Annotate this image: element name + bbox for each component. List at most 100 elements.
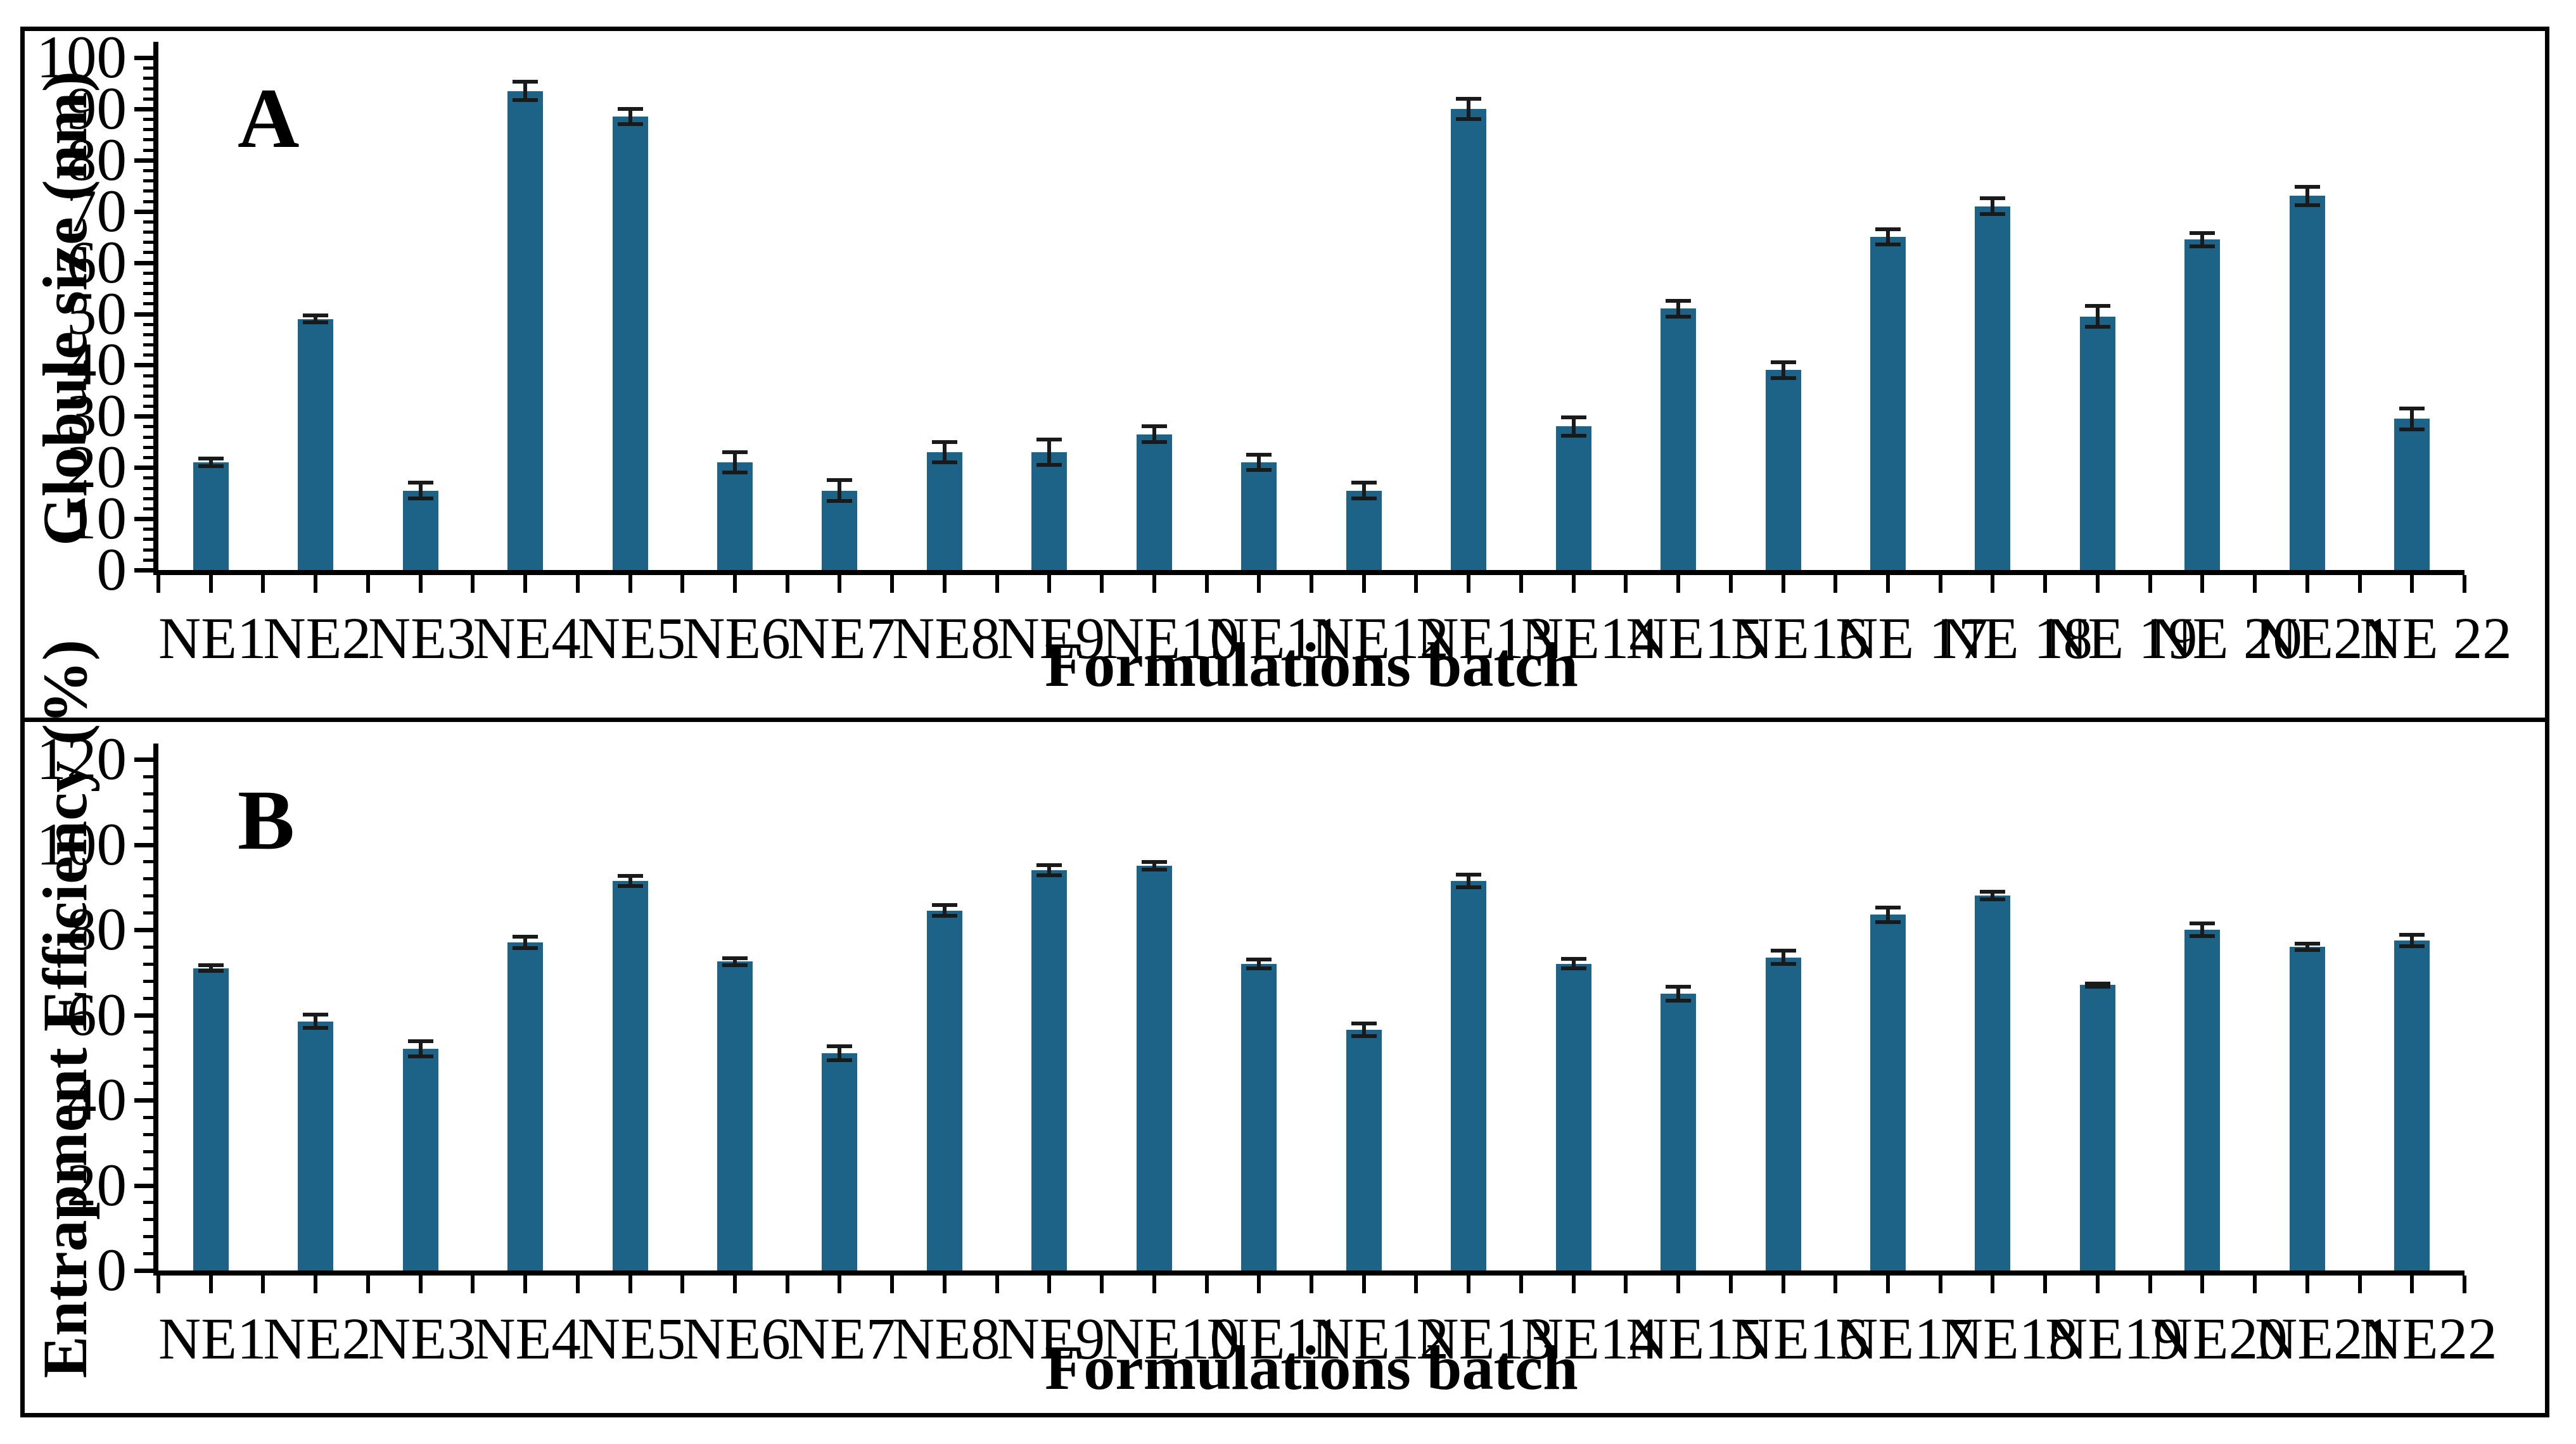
panel-b-error-cap-top [1560, 957, 1586, 961]
panel-b-error-cap-bottom [407, 1054, 433, 1059]
panel-a-category-label: NE4 [473, 606, 581, 671]
panel-a-error-cap-bottom [1456, 117, 1482, 122]
panel-a-x-tick [366, 575, 370, 593]
panel-a-category-label: NE3 [367, 606, 476, 671]
panel-b-error-bar [1571, 959, 1576, 969]
panel-a-x-tick [418, 575, 423, 593]
panel-b-y-minor-tick [143, 1065, 153, 1068]
panel-a-error-cap-bottom [407, 496, 433, 500]
panel-a-error-cap-top [303, 313, 329, 317]
panel-b-error-bar [314, 1014, 318, 1029]
panel-b-x-tick [2253, 1276, 2257, 1293]
panel-b-y-minor-tick [143, 1030, 153, 1034]
panel-b-error-cap-top [1770, 948, 1796, 953]
panel-a-error-cap-bottom [1666, 314, 1692, 319]
panel-b-y-tick-label: 120 [36, 725, 127, 792]
panel-b-error-cap-top [931, 902, 957, 907]
panel-a-y-tick-label: 90 [67, 74, 127, 142]
panel-a-bar-NE18 [1975, 206, 2011, 570]
panel-b-error-cap-bottom [1456, 885, 1482, 889]
panel-a-category-label: NE8 [892, 606, 1000, 671]
panel-b-x-tick [1310, 1276, 1313, 1293]
panel-a-x-tick [2410, 575, 2414, 593]
panel-a-error-bar [1676, 301, 1681, 317]
panel-b-x-tick [2410, 1276, 2414, 1293]
panel-a-y-major-tick [134, 517, 153, 522]
panel-b-category-label: NE12 [1311, 1307, 1449, 1372]
panel-b-category-label: NE22 [2359, 1307, 2497, 1372]
panel-a-x-tick [680, 575, 685, 593]
panel-b-y-minor-tick [143, 1082, 153, 1086]
panel-a-y-tick-label: 20 [67, 433, 127, 501]
panel-b-error-bar [942, 904, 947, 916]
panel-a-bar-NE10 [1136, 434, 1172, 570]
panel-b-bar-NE12 [1346, 1030, 1382, 1270]
panel-a-category-label: NE9 [997, 606, 1106, 671]
panel-a-bar-NE19 [2079, 316, 2115, 570]
panel-a-x-tick [2357, 575, 2362, 593]
panel-a-error-bar [2200, 232, 2205, 246]
panel-a-error-bar [1257, 454, 1261, 471]
panel-b-y-minor-tick [143, 911, 153, 915]
panel-a-y-major-tick [134, 466, 153, 471]
panel-b-x-tick [838, 1276, 842, 1293]
panel-a-error-cap-top [1036, 437, 1062, 441]
panel-b-x-tick [1047, 1276, 1052, 1293]
panel-a-error-cap-top [617, 106, 643, 111]
panel-b-error-bar [1361, 1023, 1366, 1037]
panel-a-y-major-tick [134, 209, 153, 214]
panel-a-x-tick [1257, 575, 1261, 593]
panel-b-y-major-tick [134, 842, 153, 847]
panel-b-letter: B [238, 773, 295, 868]
panel-b-category-label: NE2 [263, 1307, 371, 1372]
panel-b-y-tick-label: 100 [36, 810, 127, 878]
panel-b-y-minor-tick [143, 1235, 153, 1239]
panel-b-y-tick-label: 60 [67, 980, 127, 1048]
panel-b-bar-NE16 [1765, 957, 1801, 1270]
panel-b-error-cap-top [827, 1044, 853, 1048]
panel-b-category-label: NE15 [1626, 1307, 1764, 1372]
panel-a-x-tick [1991, 575, 1995, 593]
panel-b-y-major-tick [134, 1183, 153, 1188]
panel-a-error-cap-bottom [1770, 376, 1796, 380]
panel-a-error-bar [1152, 426, 1156, 442]
panel-b-error-bar [2305, 943, 2309, 951]
panel-b-bar-NE13 [1451, 880, 1487, 1270]
panel-b-error-cap-top [1875, 906, 1901, 910]
panel-a-error-cap-bottom [1980, 212, 2006, 216]
panel-a-letter: A [238, 72, 300, 166]
panel-b-error-bar [1467, 874, 1471, 887]
panel-b-bar-NE19 [2079, 985, 2115, 1270]
panel-b-category-label: NE16 [1730, 1307, 1868, 1372]
panel-b-error-bar [733, 958, 737, 965]
panel-b-error-bar [2410, 935, 2414, 946]
panel-b-category-label: NE20 [2150, 1307, 2288, 1372]
panel-a-error-cap-top [722, 450, 748, 454]
panel-b-x-tick [523, 1276, 528, 1293]
panel-a-error-cap-bottom [827, 498, 853, 503]
panel-b-y-minor-tick [143, 1252, 153, 1256]
panel-a-error-cap-bottom [2399, 427, 2425, 431]
panel-a-x-tick [208, 575, 213, 593]
panel-b-x-tick [785, 1276, 789, 1293]
panel-a-x-tick [1624, 575, 1628, 593]
panel-a-error-cap-bottom [1036, 463, 1062, 467]
panel-b-bar-NE2 [298, 1021, 334, 1270]
panel-b-error-bar [838, 1046, 842, 1061]
panel-b-y-minor-tick [143, 877, 153, 881]
panel-b-x-tick [261, 1276, 265, 1293]
panel-b-y-minor-tick [143, 1167, 153, 1170]
panel-b-error-cap-bottom [1980, 897, 2006, 902]
panel-a-y-tick-label: 30 [67, 382, 127, 450]
panel-a-y-minor-tick [143, 384, 153, 388]
panel-b-category-label: NE13 [1416, 1307, 1554, 1372]
panel-a-category-label: NE6 [682, 606, 791, 671]
panel-b-error-cap-bottom [1770, 962, 1796, 966]
panel-b-x-tick [1833, 1276, 1838, 1293]
panel-a-y-major-tick [134, 158, 153, 163]
panel-a-error-bar [2305, 186, 2309, 205]
panel-b-error-cap-bottom [1666, 998, 1692, 1003]
panel-b-bar-NE4 [507, 942, 544, 1270]
